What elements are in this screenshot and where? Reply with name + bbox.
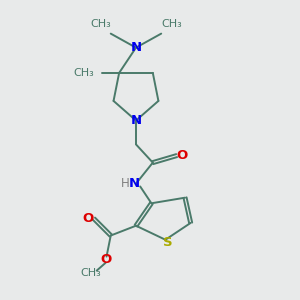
Text: CH₃: CH₃ xyxy=(90,20,111,29)
Text: N: N xyxy=(129,177,140,190)
Text: O: O xyxy=(176,149,187,162)
Text: H: H xyxy=(121,177,130,190)
Text: S: S xyxy=(164,236,173,249)
Text: N: N xyxy=(130,114,142,127)
Text: CH₃: CH₃ xyxy=(81,268,101,278)
Text: O: O xyxy=(100,254,112,266)
Text: N: N xyxy=(130,41,142,54)
Text: CH₃: CH₃ xyxy=(161,20,182,29)
Text: O: O xyxy=(82,212,93,225)
Text: CH₃: CH₃ xyxy=(73,68,94,78)
